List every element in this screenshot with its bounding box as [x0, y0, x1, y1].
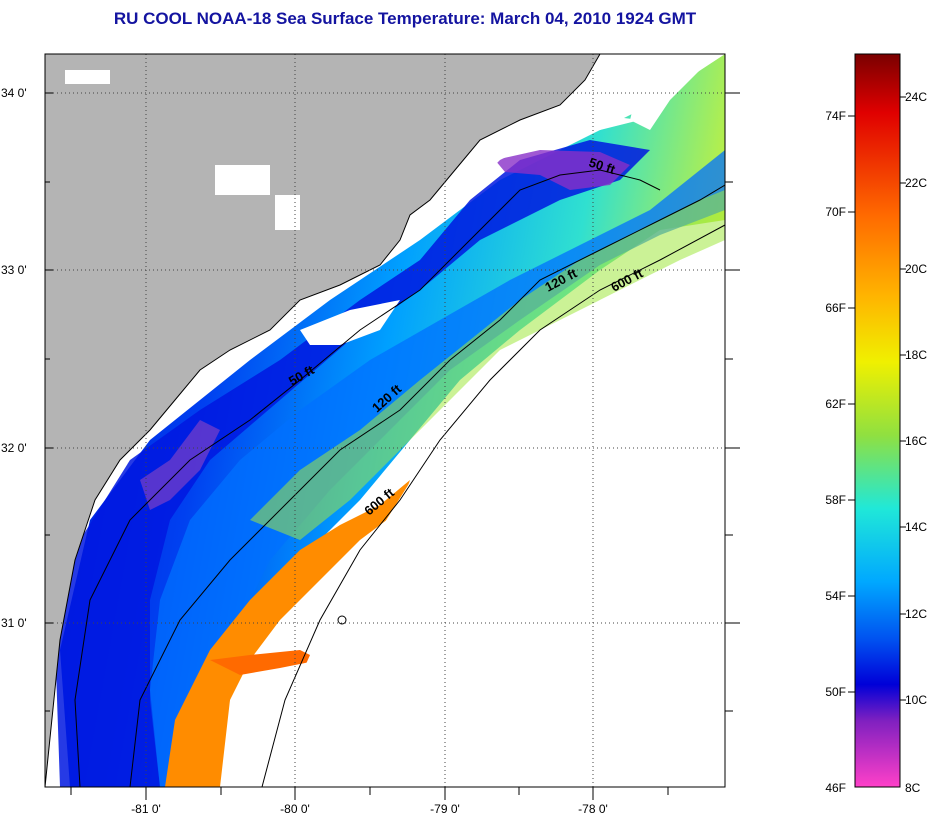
lon-label: -79 0'	[430, 802, 460, 816]
colorbar-f-label: 50F	[825, 685, 846, 699]
cloud-fleck	[65, 70, 110, 84]
lon-label: -80 0'	[280, 802, 310, 816]
cold-patch	[140, 420, 220, 510]
colorbar-c-label: 10C	[905, 693, 927, 707]
colorbar-c-label: 22C	[905, 176, 927, 190]
contour-120ft	[129, 184, 725, 787]
contour-600ft	[261, 224, 725, 787]
lat-label: 34 0'	[1, 86, 27, 100]
colorbar-f-label: 66F	[825, 301, 846, 315]
land-mass	[45, 54, 600, 787]
cold-patch	[495, 150, 630, 190]
colorbar-c-label: 16C	[905, 434, 927, 448]
coastline	[45, 54, 601, 787]
colorbar-f-label: 54F	[825, 589, 846, 603]
map-title: RU COOL NOAA-18 Sea Surface Temperature:…	[113, 9, 697, 28]
cloud-mask	[300, 300, 400, 345]
cloud-fleck	[215, 165, 270, 195]
lon-label: -81 0'	[131, 802, 161, 816]
lat-label: 32 0'	[1, 441, 27, 455]
colorbar-f-label: 74F	[825, 109, 846, 123]
colorbar-c-label: 20C	[905, 262, 927, 276]
colorbar-f-label: 46F	[825, 781, 846, 795]
colorbar-c-label: 14C	[905, 520, 927, 534]
lon-label: -78 0'	[578, 802, 608, 816]
lat-label: 33 0'	[1, 263, 27, 277]
colorbar-c-label: 18C	[905, 348, 927, 362]
graticule	[45, 54, 725, 787]
offshore-no-data	[260, 245, 725, 787]
cloud-mask	[420, 115, 640, 200]
cloud-mask	[630, 54, 725, 130]
shelf-warm-band	[250, 190, 725, 540]
map-frame	[44, 53, 726, 788]
colorbar-ticks	[848, 96, 906, 701]
lat-label: 31 0'	[1, 616, 27, 630]
colorbar-c-label: 12C	[905, 607, 927, 621]
contour-50ft	[74, 169, 661, 787]
gulf-stream-band	[165, 480, 410, 787]
colorbar-f-label: 62F	[825, 397, 846, 411]
colorbar-c-label: 8C	[905, 781, 921, 795]
temperature-colorbar	[854, 53, 901, 788]
frame-ticks	[45, 92, 740, 800]
colorbar-c-label: 24C	[905, 90, 927, 104]
colorbar-f-label: 58F	[825, 493, 846, 507]
cloud-fleck	[275, 195, 300, 230]
seamount-contour	[337, 615, 347, 625]
warm-patch	[210, 650, 320, 675]
colorbar-f-label: 70F	[825, 205, 846, 219]
